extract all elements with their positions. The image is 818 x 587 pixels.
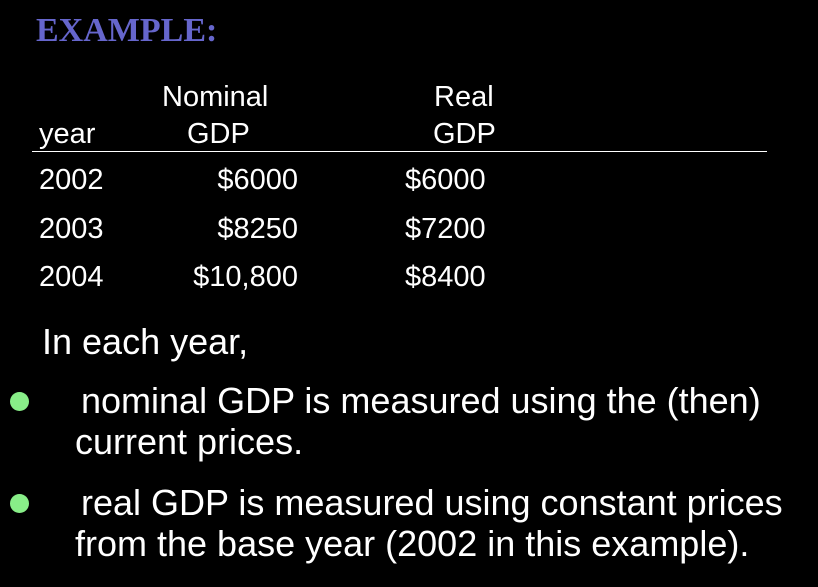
header-nominal-gdp: GDP	[187, 118, 250, 150]
cell-real-gdp: $6000	[405, 164, 486, 196]
cell-nominal-gdp: $6000	[217, 164, 298, 196]
bullet-line: current prices.	[75, 421, 304, 462]
bullet-text: nominal GDP is measured using the (then)…	[75, 380, 815, 462]
slide-title: EXAMPLE:	[36, 12, 218, 49]
bullet-dot-icon	[10, 494, 29, 513]
bullet-text: real GDP is measured using constant pric…	[75, 482, 815, 564]
bullet-line: real GDP is measured using constant pric…	[81, 482, 783, 523]
header-real-gdp: GDP	[433, 118, 496, 150]
header-year: year	[39, 118, 96, 150]
bullet-line: nominal GDP is measured using the (then)	[81, 380, 761, 421]
cell-real-gdp: $8400	[405, 261, 486, 293]
cell-year: 2003	[39, 213, 104, 245]
cell-year: 2004	[39, 261, 104, 293]
cell-year: 2002	[39, 164, 104, 196]
table-header-rule	[32, 151, 767, 152]
intro-text: In each year,	[42, 321, 249, 362]
table-row: 2004 $10,800 $8400	[0, 260, 818, 300]
header-nominal: Nominal	[162, 81, 269, 113]
bullet-dot-icon	[10, 392, 29, 411]
bullet-line: from the base year (2002 in this example…	[75, 523, 750, 564]
table-row: 2003 $8250 $7200	[0, 212, 818, 252]
cell-nominal-gdp: $8250	[217, 213, 298, 245]
header-real: Real	[434, 81, 494, 113]
table-row: 2002 $6000 $6000	[0, 163, 818, 203]
cell-real-gdp: $7200	[405, 213, 486, 245]
cell-nominal-gdp: $10,800	[193, 261, 298, 293]
